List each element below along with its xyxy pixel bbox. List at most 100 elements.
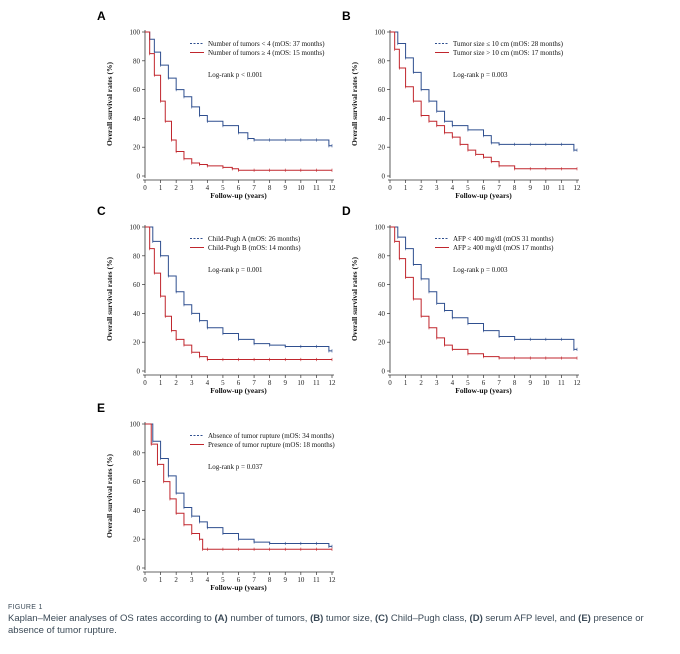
x-tick-label: 6 — [237, 184, 241, 192]
caption-panel-ref: (C) — [375, 613, 389, 624]
x-axis-title: Follow-up (years) — [210, 583, 267, 592]
y-tick-label: 80 — [133, 57, 141, 65]
y-tick-label: 20 — [378, 339, 386, 347]
legend-entry: Child-Pugh A (mOS: 26 months) — [208, 235, 301, 243]
x-tick-label: 0 — [388, 184, 392, 192]
caption-fragment: presence or absence of tumor rupture. — [8, 613, 644, 636]
x-tick-label: 7 — [497, 379, 501, 387]
x-tick-label: 9 — [284, 379, 288, 387]
x-tick-label: 7 — [252, 379, 256, 387]
figure-caption: FIGURE 1 Kaplan–Meier analyses of OS rat… — [8, 604, 672, 637]
x-tick-label: 0 — [143, 576, 147, 584]
x-tick-label: 2 — [174, 379, 178, 387]
x-tick-label: 4 — [206, 379, 210, 387]
x-tick-label: 8 — [268, 379, 272, 387]
legend-entry: Number of tumors < 4 (mOS: 37 months) — [208, 40, 325, 48]
x-tick-label: 2 — [174, 184, 178, 192]
x-tick-label: 7 — [252, 576, 256, 584]
x-tick-label: 5 — [221, 576, 225, 584]
x-tick-label: 1 — [159, 379, 163, 387]
x-tick-label: 10 — [297, 184, 305, 192]
y-tick-label: 20 — [378, 144, 386, 152]
x-tick-label: 9 — [529, 379, 533, 387]
y-axis-title: Overall survival rates (%) — [350, 62, 359, 146]
x-tick-label: 12 — [329, 184, 337, 192]
legend-entry: AFP ≥ 400 mg/dl (mOS 17 months) — [453, 244, 554, 252]
logrank-pvalue: Log-rank p = 0.003 — [453, 266, 508, 274]
x-tick-label: 1 — [404, 184, 408, 192]
x-tick-label: 6 — [482, 184, 486, 192]
x-tick-label: 3 — [435, 184, 439, 192]
x-tick-label: 5 — [466, 379, 470, 387]
caption-panel-ref: (D) — [469, 613, 483, 624]
x-tick-label: 9 — [529, 184, 533, 192]
x-tick-label: 10 — [297, 379, 305, 387]
x-tick-label: 6 — [237, 379, 241, 387]
x-tick-label: 4 — [451, 379, 455, 387]
x-tick-label: 4 — [451, 184, 455, 192]
y-tick-label: 80 — [378, 57, 386, 65]
x-tick-label: 9 — [284, 184, 288, 192]
x-tick-label: 6 — [237, 576, 241, 584]
panel-letter: C — [97, 204, 106, 218]
caption-fragment: Kaplan–Meier analyses of OS rates accord… — [8, 613, 215, 624]
legend-entry: Presence of tumor rupture (mOS: 18 month… — [208, 441, 335, 449]
x-tick-label: 6 — [482, 379, 486, 387]
x-tick-label: 2 — [419, 184, 423, 192]
panel-letter: B — [342, 9, 351, 23]
y-axis-title: Overall survival rates (%) — [105, 62, 114, 146]
x-tick-label: 8 — [268, 184, 272, 192]
x-tick-label: 11 — [558, 379, 565, 387]
y-tick-label: 100 — [130, 29, 141, 37]
y-tick-label: 40 — [133, 507, 141, 515]
y-tick-label: 60 — [378, 86, 386, 94]
x-tick-label: 10 — [542, 379, 550, 387]
x-tick-label: 12 — [574, 184, 582, 192]
caption-fragment: number of tumors, — [227, 613, 311, 624]
x-axis-title: Follow-up (years) — [210, 191, 267, 200]
legend-entry: AFP < 400 mg/dl (mOS 31 months) — [453, 235, 554, 243]
x-tick-label: 2 — [419, 379, 423, 387]
y-tick-label: 0 — [137, 565, 141, 573]
x-tick-label: 11 — [313, 576, 320, 584]
y-axis-title: Overall survival rates (%) — [105, 257, 114, 341]
y-tick-label: 40 — [133, 115, 141, 123]
panel-letter: A — [97, 9, 106, 23]
x-tick-label: 3 — [190, 184, 194, 192]
x-tick-label: 7 — [497, 184, 501, 192]
legend-entry: Tumor size > 10 cm (mOS: 17 months) — [453, 49, 564, 57]
y-tick-label: 100 — [130, 421, 141, 429]
survival-curve-blue — [390, 31, 577, 151]
y-tick-label: 60 — [133, 478, 141, 486]
caption-fragment: tumor size, — [323, 613, 376, 624]
x-tick-label: 12 — [329, 576, 337, 584]
y-tick-label: 60 — [378, 281, 386, 289]
logrank-pvalue: Log-rank p < 0.001 — [208, 71, 263, 79]
x-tick-label: 11 — [313, 184, 320, 192]
figure-label: FIGURE 1 — [8, 604, 43, 611]
x-tick-label: 5 — [221, 379, 225, 387]
panel-letter: E — [97, 401, 105, 415]
caption-panel-ref: (A) — [214, 613, 228, 624]
panel-letter: D — [342, 204, 351, 218]
y-tick-label: 0 — [137, 173, 141, 181]
x-tick-label: 7 — [252, 184, 256, 192]
x-axis-title: Follow-up (years) — [455, 191, 512, 200]
y-axis-title: Overall survival rates (%) — [105, 454, 114, 538]
y-tick-label: 20 — [133, 536, 141, 544]
x-tick-label: 11 — [313, 379, 320, 387]
survival-curve-red — [390, 226, 577, 359]
x-tick-label: 4 — [206, 576, 210, 584]
x-tick-label: 9 — [284, 576, 288, 584]
logrank-pvalue: Log-rank p = 0.001 — [208, 266, 263, 274]
x-tick-label: 3 — [190, 576, 194, 584]
x-tick-label: 11 — [558, 184, 565, 192]
caption-fragment: Child–Pugh class, — [388, 613, 470, 624]
y-tick-label: 20 — [133, 339, 141, 347]
x-tick-label: 0 — [143, 184, 147, 192]
x-tick-label: 2 — [174, 576, 178, 584]
